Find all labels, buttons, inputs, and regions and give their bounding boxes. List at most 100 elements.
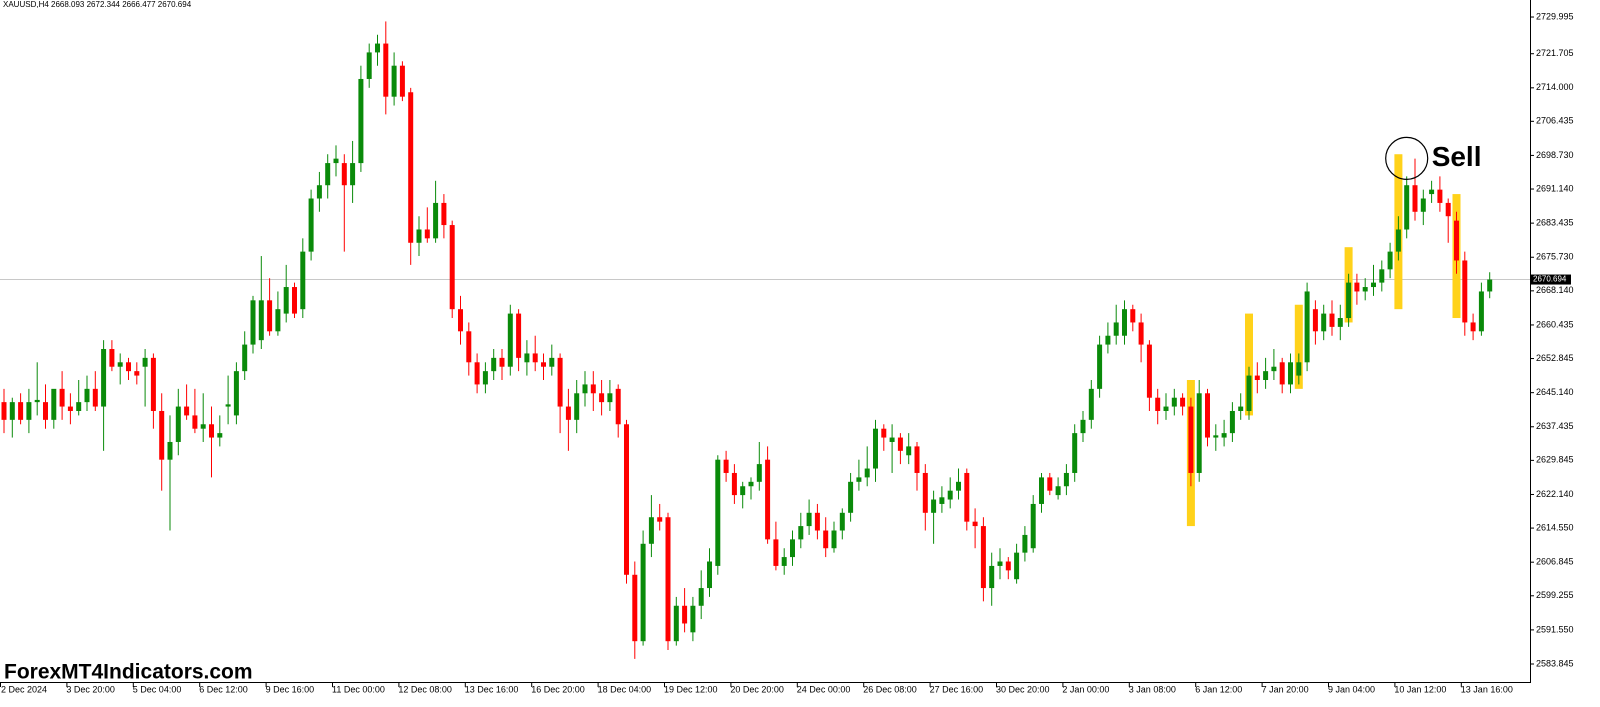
candle-body bbox=[748, 481, 754, 487]
candle-body bbox=[1188, 406, 1194, 473]
candle-body bbox=[51, 388, 57, 420]
candle-body bbox=[1229, 410, 1235, 434]
x-tick-label: 27 Dec 16:00 bbox=[930, 684, 984, 694]
candle-body bbox=[458, 309, 463, 332]
candle-body bbox=[1288, 362, 1293, 385]
candle-body bbox=[383, 43, 389, 97]
x-tick-label: 9 Jan 04:00 bbox=[1328, 684, 1375, 694]
candle-body bbox=[482, 371, 488, 385]
candle-body bbox=[466, 331, 472, 363]
y-tick-label: 2637.435 bbox=[1536, 421, 1574, 431]
candle-body bbox=[806, 512, 812, 527]
x-tick-label: 2 Dec 2024 bbox=[1, 684, 47, 694]
candle-body bbox=[1445, 202, 1451, 217]
candle-body bbox=[831, 530, 837, 549]
candle-body bbox=[1221, 433, 1227, 438]
candle-body bbox=[1296, 362, 1302, 376]
candle-body bbox=[740, 486, 746, 496]
y-tick-label: 2698.730 bbox=[1536, 150, 1574, 160]
x-tick-label: 12 Dec 08:00 bbox=[398, 684, 452, 694]
candle-body bbox=[574, 393, 580, 420]
candle-body bbox=[341, 163, 347, 186]
candle-body bbox=[126, 362, 131, 372]
candle-body bbox=[325, 163, 331, 186]
candle-body bbox=[375, 43, 380, 53]
candle-body bbox=[1171, 397, 1177, 407]
candle-body bbox=[1371, 282, 1376, 288]
x-tick-label: 3 Dec 20:00 bbox=[66, 684, 115, 694]
x-tick-label: 13 Dec 16:00 bbox=[465, 684, 519, 694]
candle-body bbox=[541, 362, 546, 367]
candle-body bbox=[532, 353, 538, 363]
candle-body bbox=[1462, 260, 1468, 323]
candle-body bbox=[524, 353, 530, 363]
candle-body bbox=[225, 404, 231, 407]
candle-body bbox=[823, 530, 829, 549]
candle-body bbox=[665, 517, 671, 642]
candle-body bbox=[1, 402, 7, 420]
y-tick-label: 2729.995 bbox=[1536, 11, 1574, 21]
candle-body bbox=[1022, 534, 1028, 553]
candle-body bbox=[1312, 309, 1318, 332]
candle-body bbox=[1478, 291, 1484, 332]
candle-body bbox=[731, 472, 737, 496]
candle-body bbox=[399, 65, 405, 97]
x-tick-label: 20 Dec 20:00 bbox=[730, 684, 784, 694]
candle-body bbox=[491, 357, 497, 372]
candle-body bbox=[856, 477, 862, 482]
candle-body bbox=[848, 481, 854, 513]
candle-body bbox=[1470, 322, 1476, 332]
candle-body bbox=[84, 388, 90, 403]
candle-body bbox=[209, 424, 214, 438]
candle-body bbox=[607, 393, 613, 403]
candle-body bbox=[881, 428, 887, 438]
annotation-text: Sell bbox=[1432, 141, 1482, 172]
y-tick-label: 2614.550 bbox=[1536, 522, 1574, 532]
candle-body bbox=[358, 78, 364, 164]
x-tick-label: 18 Dec 04:00 bbox=[598, 684, 652, 694]
x-tick-label: 19 Dec 12:00 bbox=[664, 684, 718, 694]
candle-body bbox=[565, 406, 571, 420]
candle-body bbox=[350, 163, 356, 186]
y-tick-label: 2721.705 bbox=[1536, 48, 1574, 58]
x-tick-label: 3 Jan 08:00 bbox=[1129, 684, 1176, 694]
candle-body bbox=[1329, 313, 1335, 327]
candle-body bbox=[864, 468, 870, 478]
candle-body bbox=[242, 344, 248, 372]
candle-body bbox=[756, 464, 762, 482]
candle-body bbox=[931, 499, 937, 513]
candle-body bbox=[1180, 397, 1186, 407]
candle-body bbox=[790, 539, 795, 558]
x-tick-label: 2 Jan 00:00 bbox=[1062, 684, 1109, 694]
price-tag-label: 2670.694 bbox=[1533, 275, 1567, 284]
x-tick-label: 11 Dec 00:00 bbox=[332, 684, 385, 694]
candle-body bbox=[1387, 251, 1393, 270]
candle-body bbox=[682, 605, 688, 624]
candle-body bbox=[1196, 393, 1202, 473]
candle-body bbox=[1271, 366, 1277, 372]
candle-body bbox=[92, 388, 98, 407]
candle-body bbox=[1063, 472, 1069, 487]
y-tick-label: 2660.435 bbox=[1536, 319, 1574, 329]
candle-body bbox=[142, 357, 148, 367]
candle-body bbox=[292, 287, 297, 314]
candle-body bbox=[1088, 388, 1094, 420]
candle-body bbox=[416, 229, 422, 243]
candle-body bbox=[1039, 477, 1044, 504]
watermark: ForexMT4Indicators.com bbox=[4, 661, 253, 684]
candle-body bbox=[258, 300, 264, 341]
price-tag bbox=[1531, 274, 1571, 285]
annotation-circle bbox=[1385, 136, 1429, 180]
y-tick-label: 2606.845 bbox=[1536, 557, 1574, 567]
candle-body bbox=[1213, 435, 1219, 438]
candle-body bbox=[922, 472, 928, 513]
candle-body bbox=[267, 300, 273, 332]
y-tick-label: 2706.435 bbox=[1536, 116, 1574, 126]
candle-body bbox=[889, 437, 895, 442]
candle-body bbox=[1337, 318, 1343, 327]
candle-body bbox=[1105, 335, 1111, 345]
candle-body bbox=[715, 459, 721, 566]
signal-bar bbox=[1294, 304, 1303, 389]
candle-body bbox=[1238, 406, 1244, 411]
candle-body bbox=[1163, 406, 1169, 411]
